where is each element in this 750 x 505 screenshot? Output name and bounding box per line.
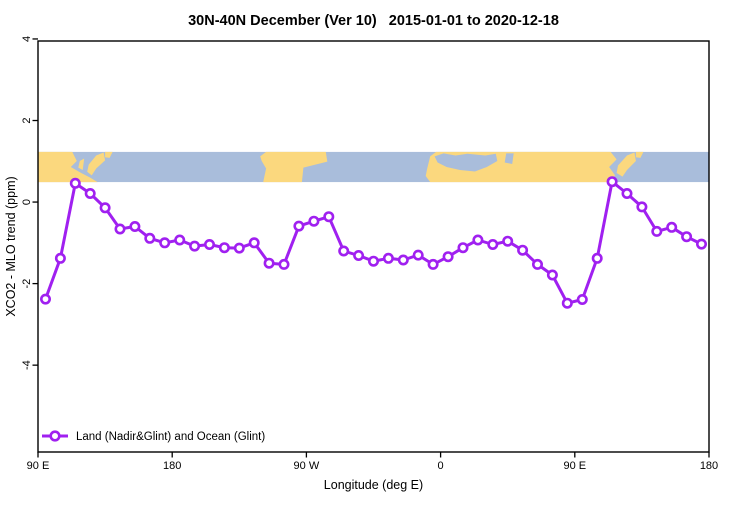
data-point: [323, 211, 335, 223]
data-point: [487, 239, 499, 251]
land-region-hokkaido: [105, 151, 113, 158]
data-point: [442, 251, 454, 263]
y-tick-label: -2: [21, 279, 33, 289]
data-point: [308, 215, 320, 227]
data-point: [114, 223, 126, 235]
data-point: [695, 238, 707, 250]
data-point: [502, 235, 514, 247]
data-point: [651, 225, 663, 237]
y-tick-label: 0: [21, 199, 33, 205]
data-point: [621, 188, 633, 200]
data-point: [144, 232, 156, 244]
x-tick-label: 90 E: [563, 460, 586, 472]
data-point: [681, 231, 693, 243]
sea-patch-caspian: [504, 153, 514, 164]
land-region-korea: [78, 158, 85, 170]
data-point: [218, 242, 230, 254]
data-point: [666, 221, 678, 233]
land-region-japan-2: [616, 152, 636, 177]
data-point: [591, 252, 603, 264]
data-point: [204, 239, 216, 251]
y-tick-label: -4: [21, 360, 33, 370]
data-point: [517, 244, 529, 256]
data-point: [367, 255, 379, 267]
legend-marker-icon: [49, 430, 61, 442]
x-axis-label: Longitude (deg E): [324, 478, 423, 492]
data-point: [457, 242, 469, 254]
land-ocean-map-band: [38, 151, 709, 183]
data-point: [576, 293, 588, 305]
data-point: [636, 201, 648, 213]
data-point: [412, 249, 424, 261]
data-point: [546, 269, 558, 281]
legend-label: Land (Nadir&Glint) and Ocean (Glint): [76, 431, 265, 443]
data-point: [606, 176, 618, 188]
data-series: [39, 176, 707, 309]
data-point: [397, 254, 409, 266]
plot-box: [37, 40, 710, 453]
trend-line: [44, 180, 703, 305]
data-point: [84, 188, 96, 200]
data-point: [561, 297, 573, 309]
data-point: [233, 242, 245, 254]
chart-title: 30N-40N December (Ver 10) 2015-01-01 to …: [188, 13, 559, 29]
data-point: [99, 202, 111, 214]
data-point: [382, 252, 394, 264]
data-point: [189, 240, 201, 252]
data-point: [54, 252, 66, 264]
data-point: [174, 234, 186, 246]
data-point: [353, 250, 365, 262]
data-point: [278, 258, 290, 270]
x-tick-label: 180: [700, 460, 718, 472]
x-tick-label: 90 E: [27, 460, 50, 472]
data-point: [129, 221, 141, 233]
land-region-north-america: [260, 151, 328, 183]
land-region-asia-east: [38, 151, 98, 183]
data-point: [159, 237, 171, 249]
land-region-japan: [87, 152, 106, 176]
data-point: [69, 177, 81, 189]
data-point: [248, 237, 260, 249]
data-point: [263, 257, 275, 269]
y-axis-label: XCO2 - MLO trend (ppm): [4, 176, 18, 316]
data-point: [531, 258, 543, 270]
y-tick-label: 2: [21, 117, 33, 123]
x-tick-label: 90 W: [294, 460, 320, 472]
data-point: [427, 258, 439, 270]
data-point: [472, 234, 484, 246]
x-tick-label: 180: [163, 460, 181, 472]
land-region-hokkaido-2: [635, 151, 644, 158]
y-axis-ticks: 4 2 0 -2 -4: [21, 36, 38, 370]
x-tick-label: 0: [438, 460, 444, 472]
x-axis-ticks: 90 E 180 90 W 0 90 E 180: [27, 452, 718, 472]
data-point: [39, 293, 51, 305]
legend: Land (Nadir&Glint) and Ocean (Glint): [42, 430, 265, 443]
sea-patch-mediterranean: [434, 153, 498, 172]
y-tick-label: 4: [21, 36, 33, 42]
data-point: [338, 245, 350, 257]
data-point: [293, 220, 305, 232]
